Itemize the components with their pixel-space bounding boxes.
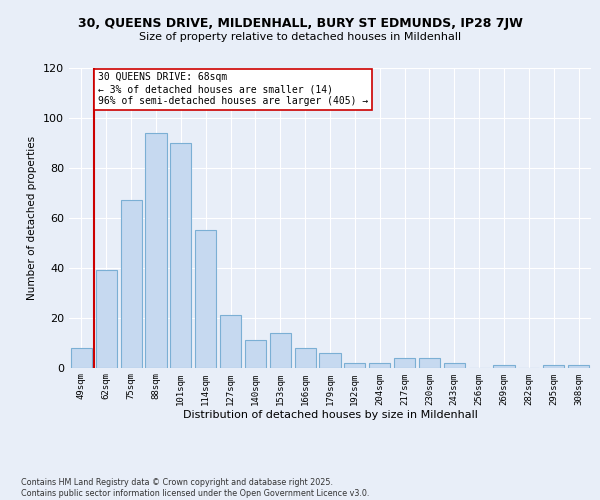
X-axis label: Distribution of detached houses by size in Mildenhall: Distribution of detached houses by size … — [182, 410, 478, 420]
Bar — [394, 358, 415, 368]
Bar — [295, 348, 316, 368]
Y-axis label: Number of detached properties: Number of detached properties — [28, 136, 37, 300]
Bar — [245, 340, 266, 367]
Bar — [543, 365, 564, 368]
Bar — [96, 270, 117, 368]
Text: 30, QUEENS DRIVE, MILDENHALL, BURY ST EDMUNDS, IP28 7JW: 30, QUEENS DRIVE, MILDENHALL, BURY ST ED… — [77, 18, 523, 30]
Bar — [319, 352, 341, 368]
Bar — [121, 200, 142, 368]
Bar — [344, 362, 365, 368]
Bar — [195, 230, 216, 368]
Text: 30 QUEENS DRIVE: 68sqm
← 3% of detached houses are smaller (14)
96% of semi-deta: 30 QUEENS DRIVE: 68sqm ← 3% of detached … — [98, 72, 368, 106]
Bar — [220, 315, 241, 368]
Text: Size of property relative to detached houses in Mildenhall: Size of property relative to detached ho… — [139, 32, 461, 42]
Bar — [145, 132, 167, 368]
Bar — [369, 362, 390, 368]
Bar — [419, 358, 440, 368]
Bar — [493, 365, 515, 368]
Bar — [568, 365, 589, 368]
Bar — [444, 362, 465, 368]
Bar — [270, 332, 291, 368]
Bar — [170, 142, 191, 368]
Bar — [71, 348, 92, 368]
Text: Contains HM Land Registry data © Crown copyright and database right 2025.
Contai: Contains HM Land Registry data © Crown c… — [21, 478, 370, 498]
